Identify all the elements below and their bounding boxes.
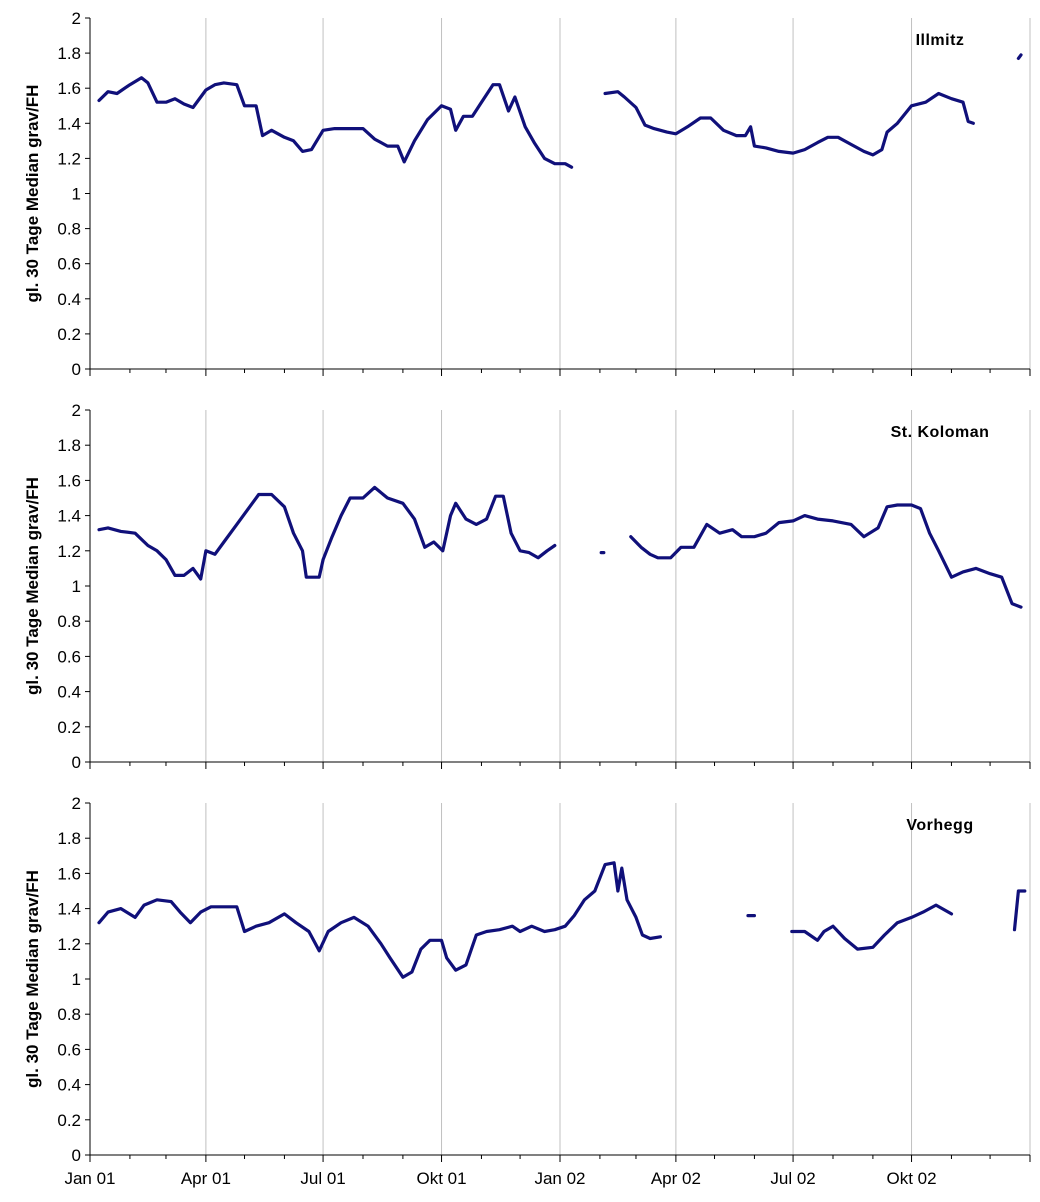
- series-line-segment: [603, 90, 975, 157]
- y-tick-label: 0: [72, 753, 81, 772]
- y-tick-label: 0.2: [57, 325, 81, 344]
- y-tick-label: 2: [72, 794, 81, 813]
- y-tick-label: 2: [72, 401, 81, 420]
- y-tick-label: 1.2: [57, 149, 81, 168]
- y-tick-label: 0.6: [57, 255, 81, 274]
- x-tick-label: Apr 02: [651, 1169, 701, 1188]
- y-tick-label: 1: [72, 577, 81, 596]
- panel-1: 0 0.2 0.4 0.6 0.8 1 1.2 1.4 1.6 1.8 2 gl. 30 Tage M…: [23, 9, 1031, 379]
- y-tick-label: 1.4: [57, 114, 81, 133]
- station-label: Vorhegg: [906, 817, 973, 834]
- panel-2: 0 0.2 0.4 0.6 0.8 1 1.2 1.4 1.6 1.8 2 gl. 30 Tage M…: [23, 401, 1031, 772]
- y-tick-label: 0.2: [57, 1111, 81, 1130]
- x-tick-label: Jul 01: [300, 1169, 345, 1188]
- y-tick-label: 1.6: [57, 471, 81, 490]
- y-tick-label: 0.4: [57, 1076, 81, 1095]
- y-tick-label: 1.4: [57, 507, 81, 526]
- y-tick-label: 0: [72, 360, 81, 379]
- y-tick-label: 0.4: [57, 290, 81, 309]
- series-line-segment: [97, 485, 557, 581]
- y-tick-label: 1.2: [57, 935, 81, 954]
- x-tick-label: Jan 02: [534, 1169, 585, 1188]
- y-tick-label: 1.8: [57, 436, 81, 455]
- y-tick-label: 1: [72, 185, 81, 204]
- y-tick-label: 0.8: [57, 612, 81, 631]
- x-tick-label: Jul 02: [770, 1169, 815, 1188]
- y-tick-label: 1: [72, 970, 81, 989]
- y-tick-label: 0.8: [57, 220, 81, 239]
- series-line-segment: [97, 76, 574, 169]
- x-tick-label: Okt 02: [886, 1169, 936, 1188]
- y-tick-label: 1.4: [57, 900, 81, 919]
- panel-3: 0 0.2 0.4 0.6 0.8 1 1.2 1.4 1.6 1.8 2 gl. 30 Tage M…: [23, 794, 1031, 1188]
- y-tick-label: 2: [72, 9, 81, 28]
- y-tick-label: 0.6: [57, 1040, 81, 1059]
- y-tick-label: 0.8: [57, 1005, 81, 1024]
- y-tick-label: 1.8: [57, 829, 81, 848]
- y-tick-label: 0: [72, 1146, 81, 1165]
- station-label: Illmitz: [916, 32, 965, 49]
- y-tick-label: 1.6: [57, 79, 81, 98]
- y-axis-title: gl. 30 Tage Median grav/FH: [23, 85, 42, 303]
- series-line-segment: [790, 903, 954, 951]
- y-tick-label: 1.6: [57, 864, 81, 883]
- station-label: St. Koloman: [891, 424, 990, 441]
- y-axis-title: gl. 30 Tage Median grav/FH: [23, 477, 42, 695]
- y-tick-label: 0.2: [57, 718, 81, 737]
- y-tick-label: 1.8: [57, 44, 81, 63]
- y-tick-label: 0.4: [57, 683, 81, 702]
- series-line-segment: [97, 861, 663, 979]
- y-axis-title: gl. 30 Tage Median grav/FH: [23, 870, 42, 1088]
- x-tick-label: Okt 01: [416, 1169, 466, 1188]
- series-line-segment: [1016, 53, 1023, 61]
- series-line-segment: [1012, 889, 1027, 932]
- y-tick-label: 1.2: [57, 542, 81, 561]
- x-tick-label: Jan 01: [64, 1169, 115, 1188]
- y-tick-label: 0.6: [57, 647, 81, 666]
- series-line-segment: [629, 503, 1023, 609]
- x-tick-label: Apr 01: [181, 1169, 231, 1188]
